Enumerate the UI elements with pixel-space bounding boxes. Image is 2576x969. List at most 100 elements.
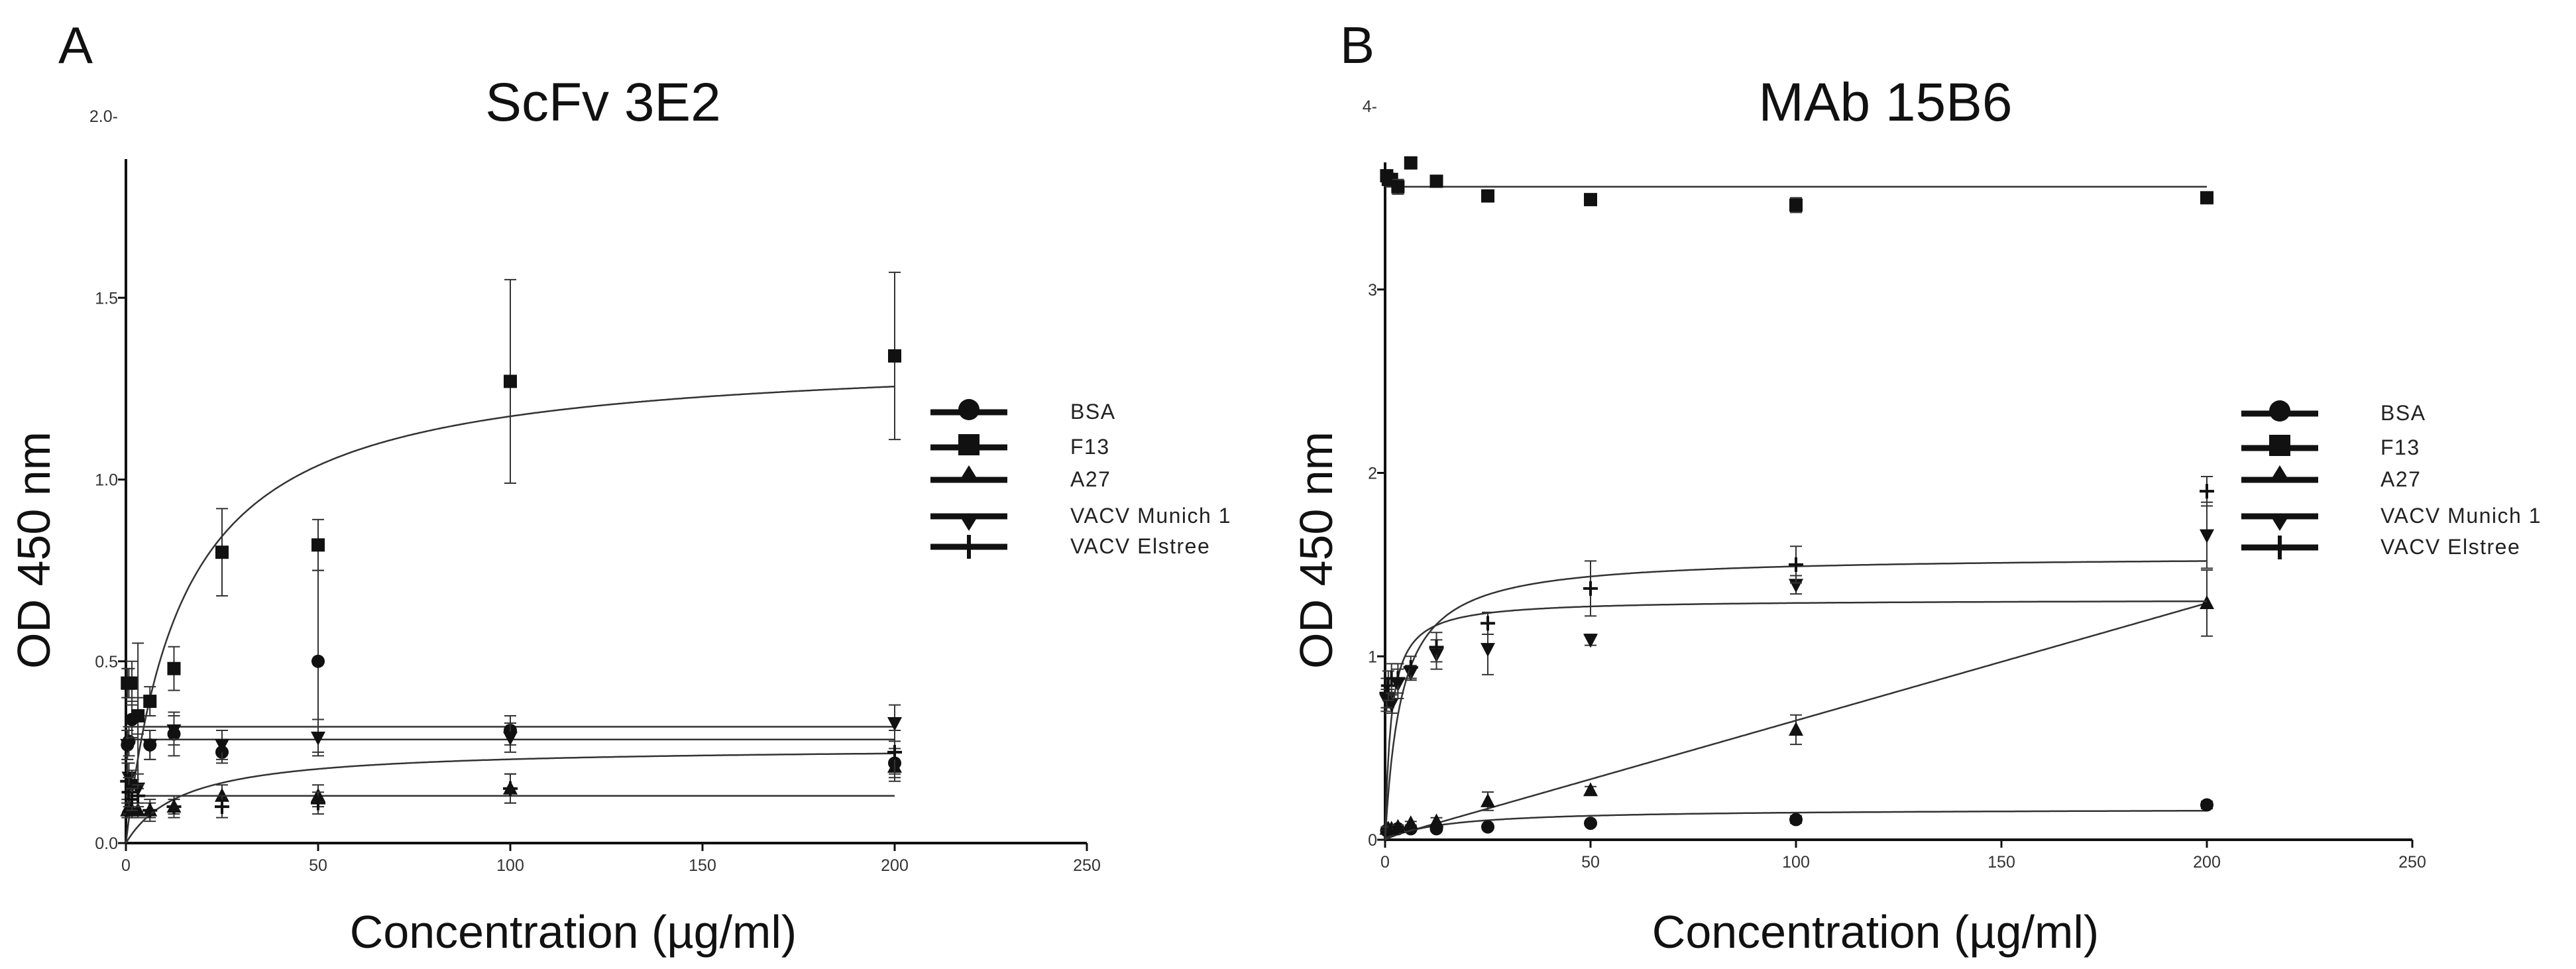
plot-area xyxy=(120,271,902,844)
x-tick-label-5: 250 xyxy=(1073,856,1101,875)
legend-label-1: F13 xyxy=(2380,435,2420,459)
chart-1-series-3-point-2 xyxy=(1384,698,1399,712)
y-tick-label-0: 0 xyxy=(1368,831,1377,850)
chart-1-series-1-point-8 xyxy=(1789,198,1803,212)
legend-marker-3-symbol xyxy=(958,514,980,531)
chart-1-series-2-point-3 xyxy=(1390,819,1406,833)
chart-1-series-4-point-1 xyxy=(1380,678,1396,693)
y-tick-label-2: 1.0 xyxy=(95,471,118,490)
chart-0-series-1-point-5 xyxy=(167,661,181,675)
chart-1-series-1-point-3 xyxy=(1391,180,1405,194)
x-axis-label: Concentration (µg/ml) xyxy=(350,906,797,958)
chart-1-series-1-point-6 xyxy=(1481,189,1494,203)
chart-0-series-4-point-7 xyxy=(311,795,325,811)
y-tick-label-0: 0.0 xyxy=(95,834,118,853)
chart-0-series-3-point-5 xyxy=(166,724,182,738)
legend-marker-3-symbol xyxy=(2269,514,2290,531)
y-tick-label-1: 1 xyxy=(1368,648,1377,666)
chart-0-series-1-point-6 xyxy=(215,545,229,559)
x-tick-label-0: 0 xyxy=(1380,853,1390,872)
chart-0-series-2-point-6 xyxy=(215,787,229,802)
chart-1-series-1-point-4 xyxy=(1404,156,1418,170)
panel-b: B MAb 15B6 0 50 100 150 200 250 0 1 2 3 4- Concentrat… xyxy=(1290,16,2541,958)
chart-0-series-4-point-4 xyxy=(142,803,158,818)
x-tick-label-3: 150 xyxy=(1988,853,2015,872)
legend-marker-0-symbol xyxy=(958,399,980,420)
legend-label-3: VACV Munich 1 xyxy=(1070,504,1231,528)
chart-1-series-0-point-9 xyxy=(2200,798,2213,812)
chart-0-series-4-point-9 xyxy=(887,744,902,760)
chart-0-series-3-point-4 xyxy=(142,738,158,753)
y-tick-label-4: 2.0- xyxy=(89,107,118,126)
panel-a: A ScFv 3E2 0 50 100 150 200 250 0.0 0.5 1.0 1.5 2.0-… xyxy=(8,16,1231,958)
chart-1-series-4-point-3 xyxy=(1390,671,1406,686)
y-axis-label: OD 450 nm xyxy=(1290,431,1342,669)
chart-1-series-3-point-9 xyxy=(2200,529,2214,543)
x-tick-label-3: 150 xyxy=(689,856,716,875)
legend-marker-3 xyxy=(930,513,1007,531)
legend: BSA F13 A27 VACV Munich 1 VACV Elstree xyxy=(2241,400,2541,559)
y-tick-label-2: 2 xyxy=(1368,465,1377,483)
x-tick-label-4: 200 xyxy=(881,856,909,875)
legend-marker-2 xyxy=(930,465,1007,483)
chart-1-series-4-point-9 xyxy=(2200,484,2214,499)
chart-0-series-3-point-8 xyxy=(503,731,518,746)
chart-1-series-2-point-6 xyxy=(1481,793,1495,807)
legend-label-4: VACV Elstree xyxy=(1070,534,1210,558)
chart-1-series-1-point-7 xyxy=(1584,193,1597,207)
legend-label-2: A27 xyxy=(2380,467,2421,491)
chart-0-series-3-point-0 xyxy=(120,738,135,753)
chart-0-series-1-point-2 xyxy=(125,676,139,690)
chart-0-series-1-point-9 xyxy=(888,349,901,363)
chart-0-series-4-point-0 xyxy=(120,773,135,789)
chart-0-series-1-point-3 xyxy=(131,709,145,723)
chart-1-series-3-fit-curve xyxy=(1384,600,2207,840)
legend-marker-4 xyxy=(2241,536,2318,559)
x-tick-label-1: 50 xyxy=(1581,853,1600,872)
chart-1-series-4-point-4 xyxy=(1403,659,1418,675)
chart-1-series-2-point-7 xyxy=(1583,782,1598,797)
chart-1-series-4-point-6 xyxy=(1481,616,1495,631)
chart-0-series-4-point-1 xyxy=(121,785,137,800)
chart-0-series-4-point-5 xyxy=(166,799,182,815)
legend: BSA F13 A27 VACV Munich 1 VACV Elstree xyxy=(930,399,1231,559)
chart-1-series-1 xyxy=(1380,156,2213,213)
chart-1-series-2-point-4 xyxy=(1403,815,1418,830)
chart-title: ScFv 3E2 xyxy=(485,72,720,133)
x-tick-label-1: 50 xyxy=(309,856,327,875)
chart-1-series-1-point-5 xyxy=(1429,174,1443,188)
chart-0-series-3-point-7 xyxy=(311,731,325,746)
panel-letter: B xyxy=(1340,16,1374,74)
chart-1-series-0-fit-curve xyxy=(1384,809,2207,841)
chart-0-series-4-fit-curve xyxy=(125,752,895,844)
chart-0-series-2-point-3 xyxy=(131,802,146,817)
y-tick-label-3: 1.5 xyxy=(95,289,118,308)
legend-marker-0-symbol xyxy=(2269,400,2290,422)
legend-marker-2-symbol xyxy=(2269,465,2290,483)
chart-0-series-1-point-7 xyxy=(311,538,325,552)
chart-1-series-4-point-7 xyxy=(1583,581,1598,596)
chart-0-series-1-point-8 xyxy=(504,374,517,388)
legend-marker-0 xyxy=(2241,400,2318,422)
x-tick-label-4: 200 xyxy=(2193,853,2221,872)
chart-0-series-4 xyxy=(120,729,902,844)
chart-1-series-0-point-6 xyxy=(1481,820,1494,834)
legend-marker-0 xyxy=(930,399,1007,420)
chart-1-series-3-point-7 xyxy=(1583,634,1598,648)
chart-1-series-1-point-9 xyxy=(2200,191,2213,205)
y-axis-label: OD 450 nm xyxy=(8,431,60,669)
y-tick-label-1: 0.5 xyxy=(95,653,118,671)
chart-0-series-0-point-7 xyxy=(311,654,325,668)
chart-1-series-2-point-8 xyxy=(1789,721,1803,736)
chart-1-series-4-point-8 xyxy=(1789,557,1803,572)
chart-0-series-1-point-4 xyxy=(143,695,157,709)
legend-label-0: BSA xyxy=(1070,400,1116,424)
chart-1-series-3 xyxy=(1379,501,2214,840)
legend-marker-4 xyxy=(930,535,1007,559)
legend-marker-1-symbol xyxy=(2269,435,2290,456)
legend-label-1: F13 xyxy=(1070,435,1110,459)
legend-marker-1 xyxy=(930,434,1007,455)
chart-0-series-4-point-3 xyxy=(131,788,146,803)
